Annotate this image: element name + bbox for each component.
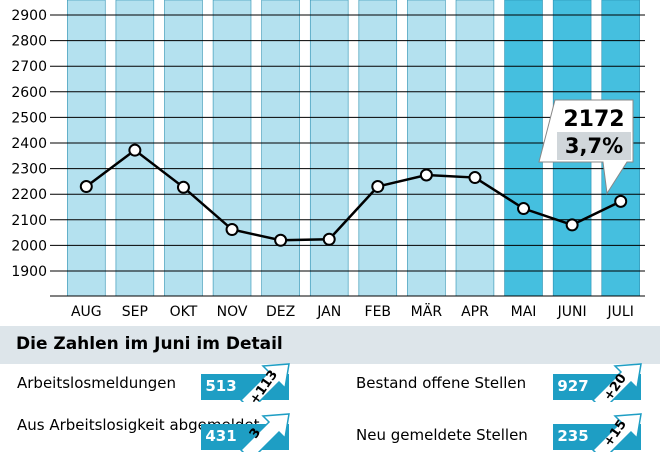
row-label-neu-gemeldete-stellen: Neu gemeldete Stellen <box>356 426 528 444</box>
badge-value: 235 <box>557 427 589 445</box>
y-tick-label: 2500 <box>11 110 47 126</box>
bar-nov <box>212 0 252 297</box>
badge-bestand-offene-stellen: 927 +20 <box>553 363 642 404</box>
data-point-aug <box>79 180 93 194</box>
x-tick-label: JAN <box>316 304 341 320</box>
bar-okt <box>164 0 203 297</box>
x-tick-label: JULI <box>607 304 634 320</box>
arrow-up-icon <box>239 413 290 452</box>
detail-title: Die Zahlen im Juni im Detail <box>16 334 283 354</box>
data-point-mär <box>419 168 433 182</box>
detail-panel: Die Zahlen im Juni im Detail Arbeitslosm… <box>0 326 660 452</box>
data-point-okt <box>176 180 190 194</box>
badge-value: 927 <box>557 377 589 395</box>
arrow-up-icon <box>239 363 290 402</box>
y-tick-label: 2400 <box>11 136 47 152</box>
badge-value: 431 <box>205 427 237 445</box>
bar-jan <box>309 0 349 297</box>
x-tick-label: MAI <box>511 304 537 320</box>
data-point-feb <box>371 180 385 194</box>
detail-header: Die Zahlen im Juni im Detail <box>0 326 660 364</box>
data-point-dez <box>274 233 288 247</box>
data-point-mai <box>517 202 531 216</box>
data-point-sep <box>128 143 142 157</box>
bar-apr <box>455 0 495 297</box>
badge-value: 513 <box>205 377 237 395</box>
y-tick-label: 2800 <box>11 34 47 50</box>
bar-dez <box>261 0 300 297</box>
data-point-juli <box>614 194 628 208</box>
series-line <box>85 148 622 242</box>
callout-percent-bg <box>557 132 631 160</box>
line-chart: 1900 2000 2100 2200 2300 2400 2500 2600 2700 2800… <box>11 0 645 320</box>
x-tick-label: JUNI <box>557 304 587 320</box>
badge-aus-arbeitslosigkeit: 431 3 <box>201 413 290 452</box>
row-label-arbeitslosmeldungen: Arbeitslosmeldungen <box>17 374 177 392</box>
y-tick-label: 2000 <box>11 238 47 254</box>
badge-neu-gemeldete-stellen: 235 +15 <box>553 413 642 452</box>
x-tick-label: OKT <box>170 304 198 320</box>
y-tick-label: 2900 <box>11 8 47 24</box>
x-tick-label: SEP <box>122 304 148 320</box>
bar-feb <box>358 0 398 297</box>
y-tick-label: 2100 <box>11 213 47 229</box>
x-tick-label: DEZ <box>266 304 295 320</box>
callout-percent: 3,7% <box>565 134 623 158</box>
x-tick-label: MÄR <box>411 302 443 320</box>
badge-arbeitslosmeldungen: 513 +113 <box>201 363 290 407</box>
data-point-jan <box>322 232 336 246</box>
bar-mai <box>504 0 543 297</box>
data-point-apr <box>468 171 482 185</box>
y-tick-label: 2300 <box>11 162 47 178</box>
data-point-juni <box>565 218 579 232</box>
data-point-nov <box>225 223 239 237</box>
callout-value: 2172 <box>563 107 624 132</box>
arrow-up-icon <box>591 363 642 402</box>
row-label-bestand-offene-stellen: Bestand offene Stellen <box>356 374 527 392</box>
x-tick-label: FEB <box>365 304 392 320</box>
row-label-aus-arbeitslosigkeit: Aus Arbeitslosigkeit abgemeldet <box>17 416 260 434</box>
y-tick-label: 2200 <box>11 187 47 203</box>
y-tick-label: 2600 <box>11 85 47 101</box>
x-tick-label: NOV <box>217 304 248 320</box>
bar-aug <box>67 0 106 297</box>
x-tick-label: APR <box>461 304 489 320</box>
y-tick-label: 2700 <box>11 59 47 75</box>
bar-mär <box>407 0 446 297</box>
y-tick-label: 1900 <box>11 264 47 280</box>
x-tick-label: AUG <box>71 304 102 320</box>
